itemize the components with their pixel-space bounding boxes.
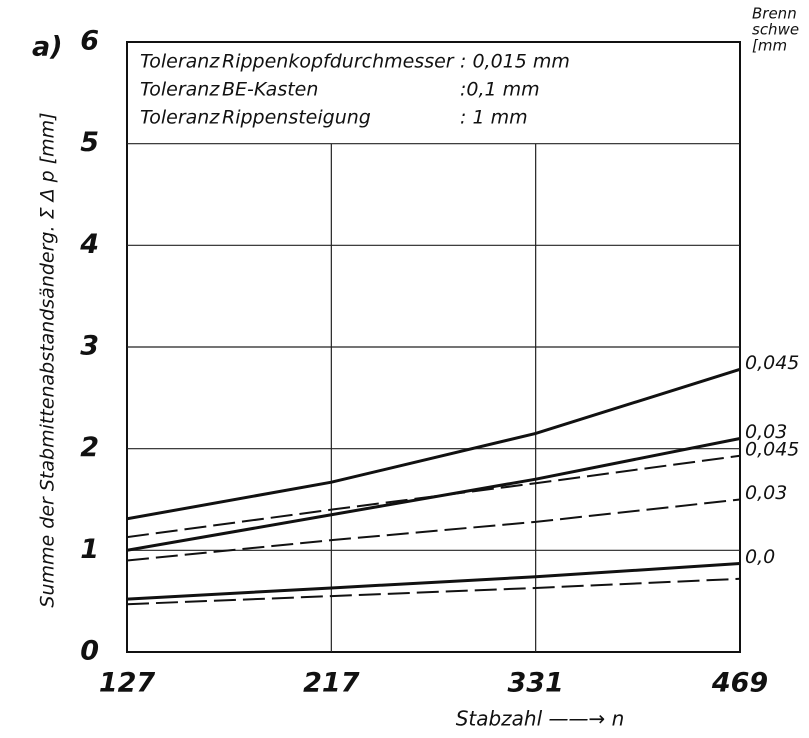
series-label: 0,03 <box>745 421 787 443</box>
annotation-text: Rippensteigung <box>222 107 371 129</box>
annotation-text: Rippenkopfdurchmesser <box>222 51 455 73</box>
x-tick-label: 469 <box>711 668 768 699</box>
data-line <box>126 577 741 606</box>
data-line <box>126 367 741 521</box>
series-label: 0,045 <box>745 352 799 374</box>
y-tick-label: 3 <box>80 331 99 362</box>
y-tick-label: 2 <box>80 432 99 463</box>
data-line <box>126 498 741 562</box>
annotation-text: BE-Kasten <box>222 79 318 101</box>
legend-title: schwe <box>752 21 799 39</box>
annotation-text: Toleranz <box>140 51 220 73</box>
x-tick-label: 331 <box>507 668 563 699</box>
series-label: 0,03 <box>745 482 787 504</box>
legend-title: Brenn <box>752 5 797 23</box>
annotation-text: :0,1 mm <box>460 79 540 101</box>
annotation-text: : 0,015 mm <box>460 51 570 73</box>
series-label: 0,0 <box>745 546 775 568</box>
panel-label: a) <box>32 32 63 63</box>
y-axis-label: Summe der Stabmittenabstandsänderg. Σ Δ … <box>37 112 59 607</box>
legend-title: [mm <box>752 37 787 55</box>
annotation-text: : 1 mm <box>460 107 528 129</box>
annotation-text: Toleranz <box>140 79 220 101</box>
y-tick-label: 5 <box>80 127 99 158</box>
data-line <box>126 437 741 552</box>
y-tick-label: 4 <box>79 229 99 260</box>
y-tick-label: 0 <box>80 636 99 667</box>
annotation-text: Toleranz <box>140 107 220 129</box>
x-axis-label: Stabzahl ——→ n <box>456 707 625 731</box>
x-tick-label: 127 <box>99 668 156 699</box>
data-line <box>126 454 741 539</box>
y-tick-label: 6 <box>80 26 99 57</box>
y-tick-label: 1 <box>80 534 99 565</box>
data-line <box>126 562 741 601</box>
series-label: 0,045 <box>745 438 799 460</box>
x-tick-label: 217 <box>303 668 360 699</box>
